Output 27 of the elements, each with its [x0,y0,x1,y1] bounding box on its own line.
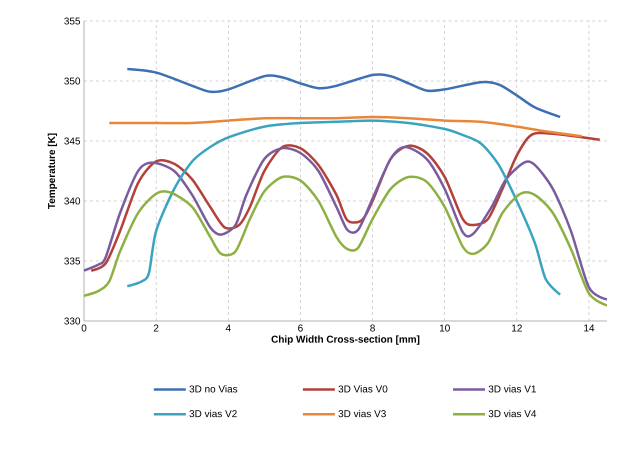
y-tick-label: 335 [64,257,80,265]
line-series [84,175,608,307]
legend-label: 3D vias V2 [189,410,237,418]
x-tick-label: 6 [298,324,303,332]
x-tick-label: 10 [440,324,450,332]
line-series [108,116,584,138]
line-series [126,68,562,118]
legend-label: 3D no Vias [189,385,238,392]
y-tick-label: 350 [64,77,80,85]
y-tick-label: 345 [64,137,80,145]
x-axis-title: Chip Width Cross-section [mm] [272,335,420,345]
legend-label: 3D Vias V0 [338,385,388,392]
x-tick-label: 0 [82,324,86,332]
x-tick-label: 8 [370,324,375,332]
x-tick-label: 4 [226,324,231,332]
x-tick-label: 12 [512,324,522,332]
line-series [126,119,562,296]
x-tick-label: 2 [154,324,158,332]
legend-label: 3D vias V4 [488,410,536,418]
legend-label: 3D vias V3 [338,410,386,418]
y-tick-label: 330 [64,317,80,325]
y-tick-label: 340 [64,197,80,205]
y-axis-title: Temperature [K] [48,133,58,209]
y-tick-label: 355 [64,17,80,25]
line-series [84,146,608,301]
legend-label: 3D vias V1 [488,385,536,392]
x-tick-label: 14 [584,324,594,332]
